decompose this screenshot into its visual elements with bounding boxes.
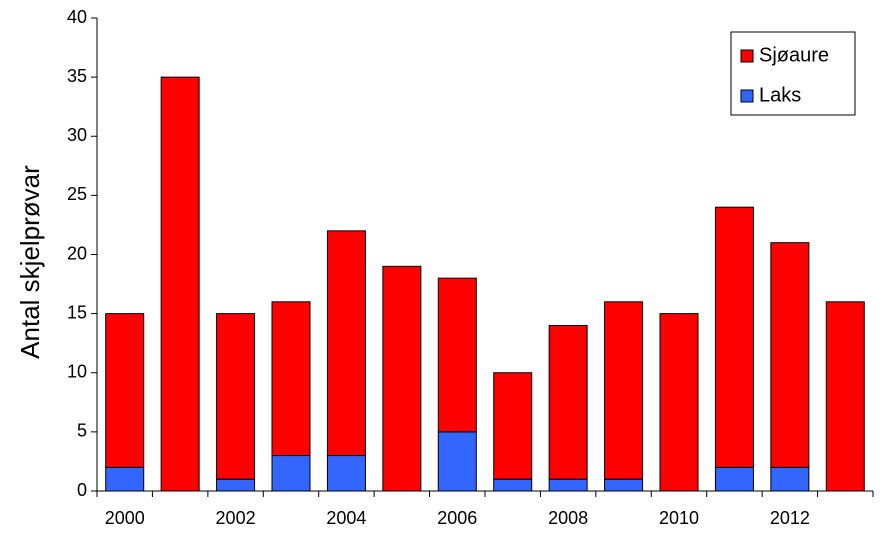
bar-segment [437, 431, 477, 492]
bar-segment [770, 466, 810, 492]
bar-segment [714, 466, 754, 492]
bar-segment [493, 478, 533, 492]
bar-segment [548, 478, 588, 492]
y-tick-label: 5 [77, 421, 87, 441]
x-tick-label: 2008 [548, 508, 588, 528]
bar-segment [493, 372, 533, 480]
bar-segment [382, 265, 422, 492]
y-tick-label: 20 [67, 243, 87, 263]
bar-segment [714, 206, 754, 468]
x-tick-label: 2002 [216, 508, 256, 528]
bar-segment [770, 242, 810, 468]
legend-swatch [740, 49, 754, 63]
x-tick-label: 2010 [659, 508, 699, 528]
bar-segment [659, 313, 699, 492]
bar-segment [105, 466, 145, 492]
legend-swatch [740, 89, 754, 103]
y-tick-label: 25 [67, 184, 87, 204]
bar-segment [271, 455, 311, 492]
bar-segment [604, 478, 644, 492]
x-tick-label: 2000 [105, 508, 145, 528]
y-axis-label: Antal skjelprøvar [15, 165, 45, 359]
bar-segment [216, 478, 256, 492]
y-tick-label: 15 [67, 302, 87, 322]
bar-segment [160, 76, 200, 492]
bar-segment [604, 301, 644, 480]
y-tick-label: 40 [67, 7, 87, 27]
bar-segment [326, 455, 366, 492]
x-tick-label: 2004 [326, 508, 366, 528]
x-tick-label: 2006 [437, 508, 477, 528]
legend-label: Laks [759, 84, 801, 106]
legend-label: Sjøaure [759, 44, 829, 66]
bar-segment [825, 301, 865, 492]
y-tick-label: 35 [67, 66, 87, 86]
bar-segment [326, 230, 366, 457]
x-tick-label: 2012 [770, 508, 810, 528]
bar-segment [216, 313, 256, 480]
y-tick-label: 10 [67, 362, 87, 382]
bar-segment [271, 301, 311, 457]
y-tick-label: 0 [77, 480, 87, 500]
bar-segment [548, 324, 588, 480]
y-tick-label: 30 [67, 125, 87, 145]
bar-segment [437, 277, 477, 433]
bar-segment [105, 313, 145, 468]
